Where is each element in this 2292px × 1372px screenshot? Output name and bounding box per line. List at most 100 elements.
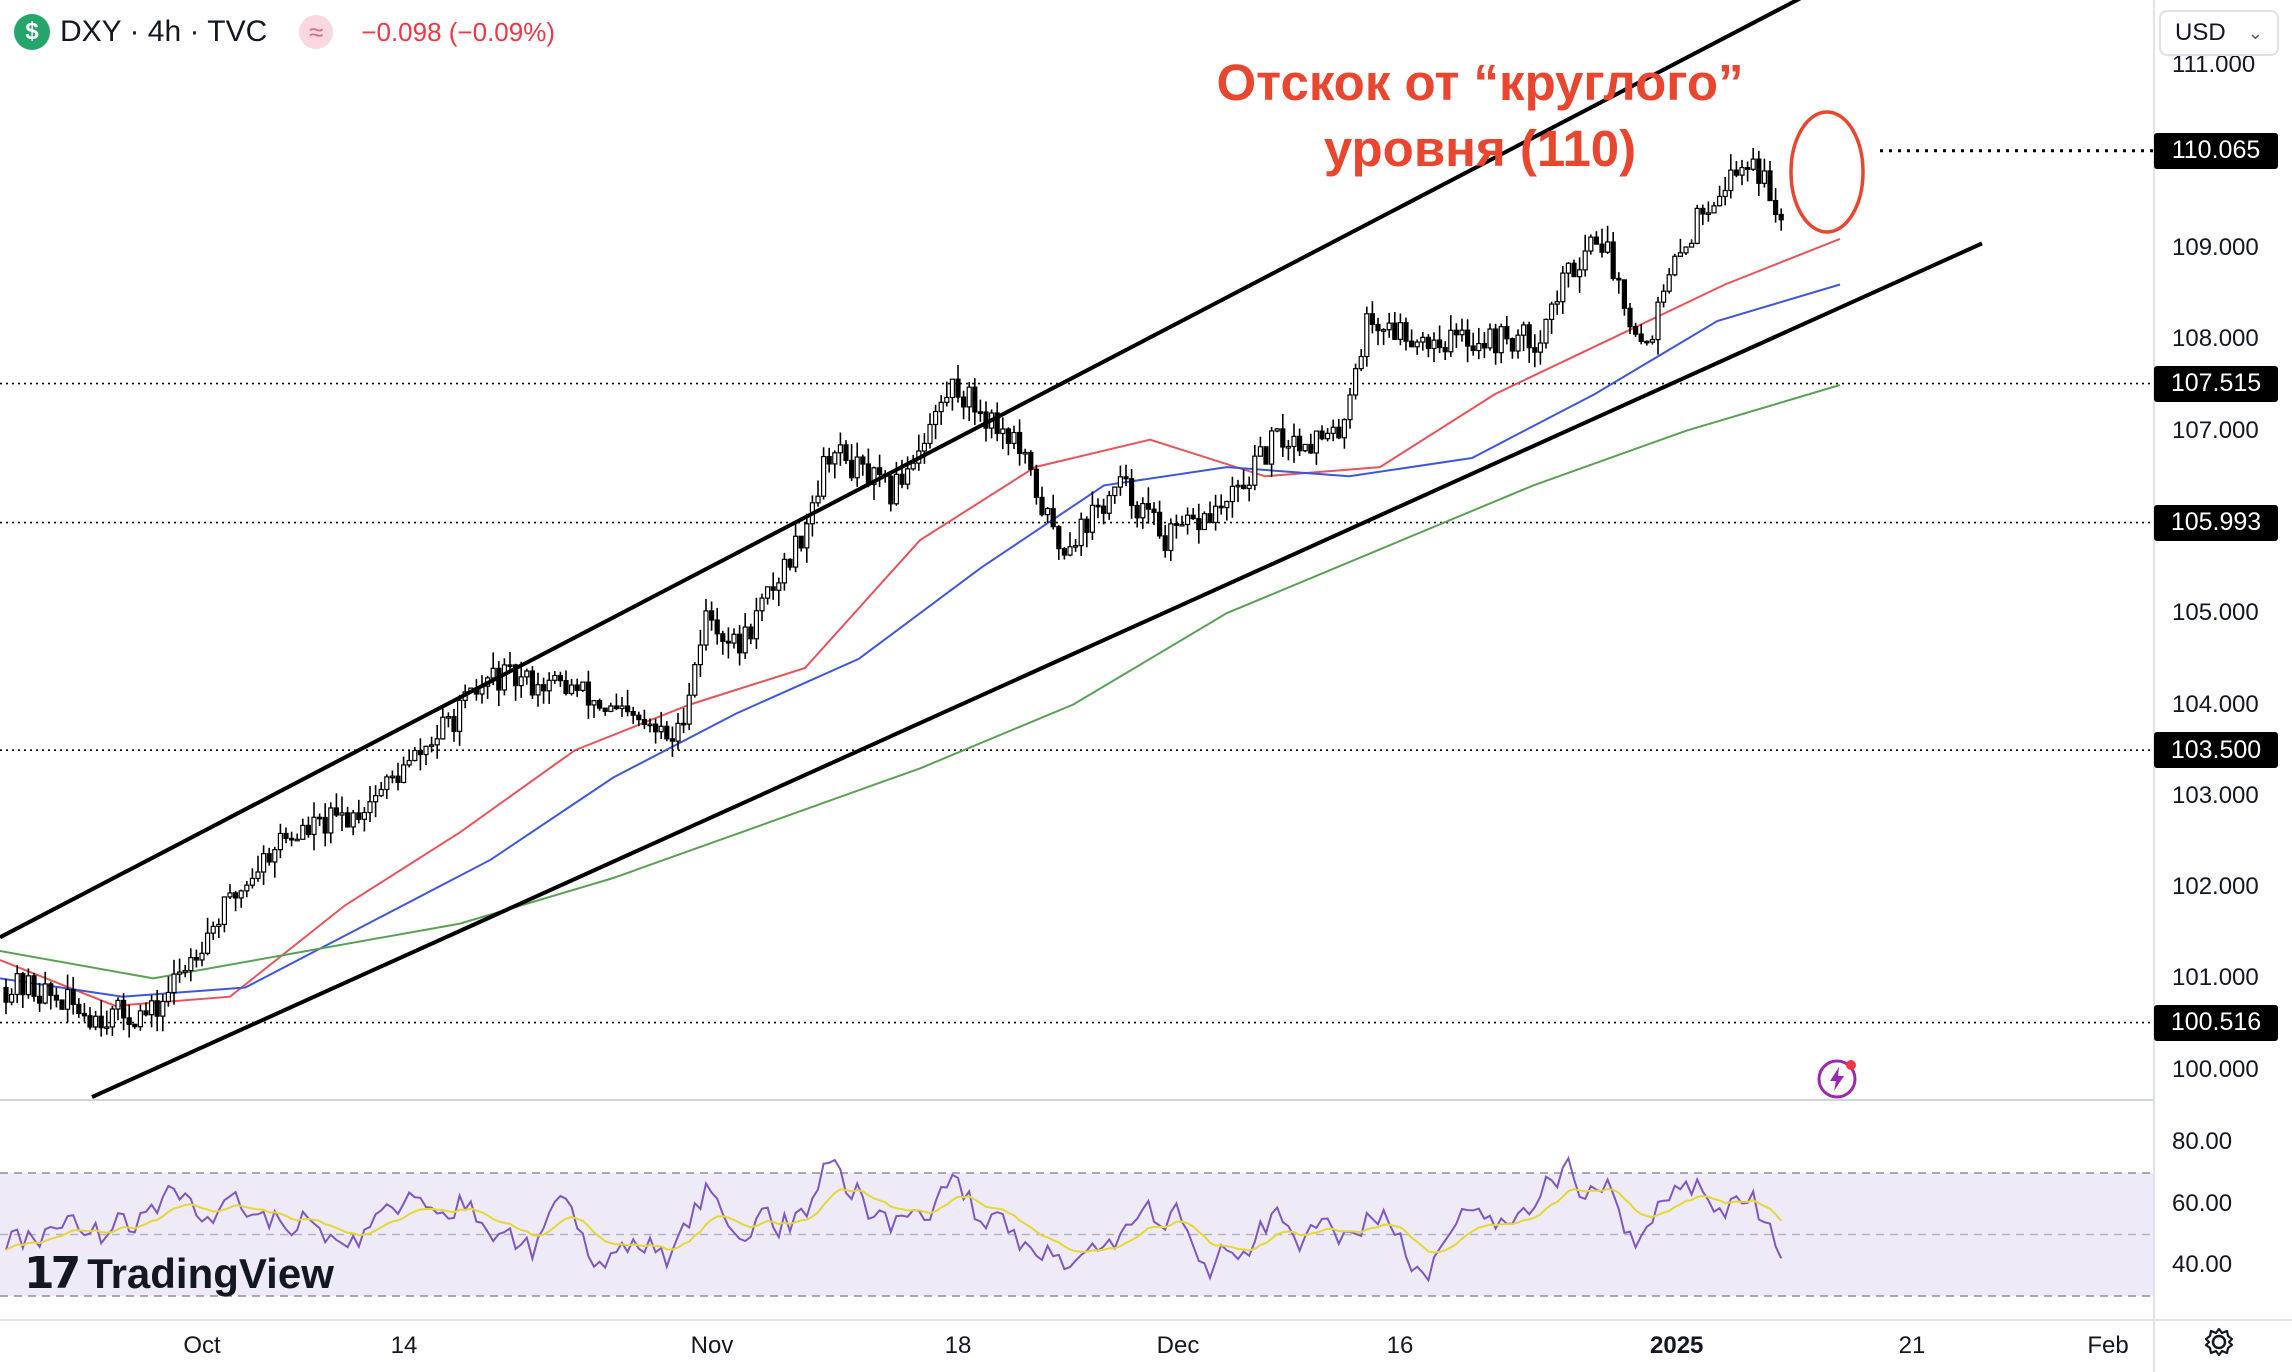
candle-body [966, 386, 972, 408]
currency-select[interactable]: USD ⌄ [2159, 10, 2279, 56]
candle-body [535, 684, 541, 696]
candle-body [1683, 246, 1689, 254]
candle-body [1565, 262, 1572, 274]
candle-body [608, 705, 614, 712]
candle-body [345, 812, 351, 828]
candle [1644, 340, 1650, 346]
candle [1179, 515, 1185, 527]
indicator-icon[interactable]: ≈ [299, 15, 334, 49]
candle-body [289, 837, 295, 841]
candle-body [1179, 523, 1185, 527]
candle [664, 721, 670, 742]
candle-body [1632, 326, 1639, 335]
candle [1588, 234, 1594, 255]
candle [529, 666, 536, 700]
candle-body [1196, 517, 1202, 531]
candle [1694, 204, 1700, 245]
candle [1168, 518, 1174, 561]
candle-body [1453, 329, 1460, 336]
candle [126, 1004, 132, 1038]
candle-body [1504, 326, 1510, 340]
candle [1532, 334, 1538, 368]
candle [356, 799, 362, 824]
candle [1582, 234, 1588, 277]
candle-body [1229, 485, 1236, 503]
candle [888, 473, 894, 512]
candle [1655, 296, 1661, 355]
candle-body [1319, 430, 1325, 440]
candle-body [1173, 523, 1180, 526]
candle [3, 978, 9, 1015]
candle-body [843, 444, 849, 461]
candle-body [1520, 324, 1527, 336]
time-axis-label: 16 [1386, 1332, 1414, 1359]
candle [137, 1004, 143, 1031]
candle [826, 447, 832, 473]
candle-body [109, 1008, 116, 1028]
candle-body [776, 582, 782, 591]
candle-body [98, 1015, 104, 1029]
candle [1380, 328, 1387, 346]
candle [9, 988, 15, 1006]
candle-body [1313, 430, 1320, 454]
candle-body [1296, 435, 1303, 452]
candle [938, 395, 944, 425]
candle-body [1375, 323, 1381, 332]
time-axis-label: Nov [690, 1332, 734, 1359]
channel-upper [0, 0, 1802, 940]
candle [1095, 498, 1101, 519]
candle [680, 707, 687, 734]
gear-icon[interactable] [2203, 1326, 2235, 1358]
candle [238, 889, 244, 908]
candle [1100, 498, 1107, 525]
candle-body [457, 699, 463, 732]
candle-body [1655, 301, 1661, 341]
candle [1296, 428, 1303, 456]
candle-body [512, 664, 519, 687]
candle-body [1543, 318, 1549, 344]
candle [1224, 500, 1230, 521]
candle-body [697, 644, 704, 666]
symbol-title[interactable]: DXY · 4h · TVC [60, 15, 268, 48]
candle-body [1168, 523, 1174, 552]
price-level-tag: 107.515 [2154, 365, 2278, 402]
candle [53, 987, 60, 1008]
candle [1078, 512, 1084, 557]
time-axis-label: 14 [390, 1332, 418, 1359]
candle-body [546, 679, 552, 692]
candle [624, 689, 631, 717]
candle [748, 623, 754, 645]
candle-body [1716, 195, 1723, 207]
price-axis-tick: 103.000 [2172, 781, 2259, 809]
candle [1492, 323, 1499, 365]
candle [1173, 514, 1180, 539]
tradingview-mark-icon: 17 [24, 1248, 81, 1299]
candle-body [1336, 426, 1342, 439]
candle-body [1644, 340, 1650, 344]
candle-body [350, 812, 356, 828]
candle-body [1039, 496, 1045, 516]
tradingview-logo[interactable]: 17 TradingView [24, 1248, 334, 1299]
candle [1403, 317, 1409, 351]
candle-body [848, 459, 855, 479]
candle [20, 971, 26, 1009]
candle [804, 513, 810, 563]
candle [921, 433, 928, 464]
candle-body [944, 396, 950, 403]
candle [1683, 246, 1689, 255]
candle-body [339, 812, 345, 816]
candle [160, 994, 166, 1032]
candle-body [1487, 328, 1493, 349]
candle-body [1728, 169, 1734, 192]
candle-body [1095, 504, 1101, 508]
candle-body [652, 723, 659, 733]
candle-body [311, 816, 317, 836]
candle-body [1369, 313, 1376, 326]
candle-body [1358, 355, 1364, 370]
candle-body [994, 412, 1000, 435]
lightning-icon[interactable] [1816, 1058, 1858, 1100]
candle [860, 454, 866, 476]
candle-body [1532, 347, 1538, 353]
candle [255, 855, 261, 882]
